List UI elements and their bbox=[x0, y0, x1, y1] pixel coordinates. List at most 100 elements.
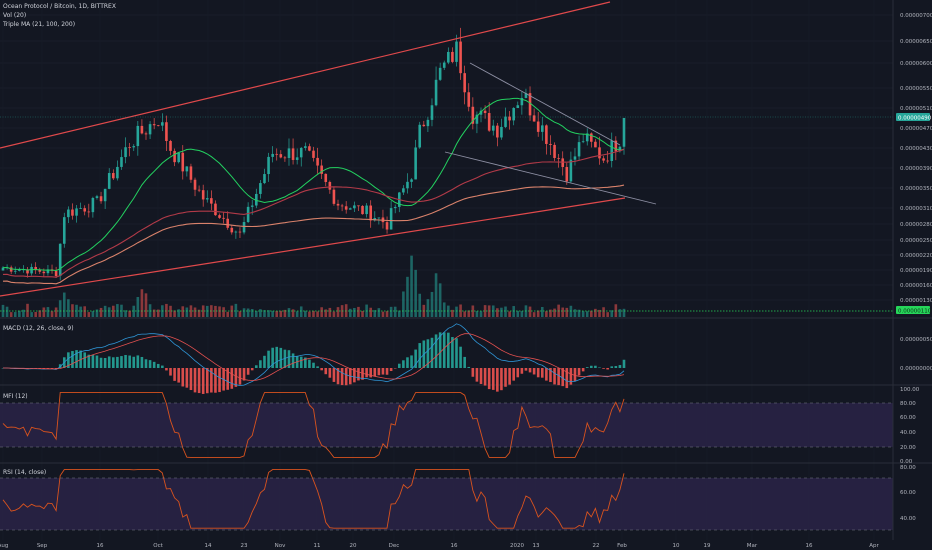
macd-histogram-bar bbox=[230, 368, 234, 389]
macd-histogram-bar bbox=[124, 354, 127, 368]
time-tick-label: 14 bbox=[205, 543, 212, 549]
macd-axis[interactable]: 0.00000050 0.00000000 bbox=[900, 337, 932, 372]
volume-bar bbox=[590, 310, 593, 317]
candle-body bbox=[369, 205, 372, 221]
rsi-axis[interactable]: 80.00 60.00 40.00 bbox=[900, 465, 916, 522]
volume-bar bbox=[594, 308, 597, 317]
candle-body bbox=[54, 270, 58, 277]
price-tick-label: 0.00000550 bbox=[900, 86, 932, 92]
volume-bar bbox=[500, 307, 503, 317]
macd-histogram-bar bbox=[496, 368, 499, 392]
price-axis[interactable]: 0.00000700 0.00000650 0.00000600 0.00000550… bbox=[900, 13, 932, 304]
volume-bar bbox=[430, 291, 434, 317]
candle-body bbox=[128, 147, 131, 149]
macd-histogram-bar bbox=[532, 368, 536, 375]
rsi-title: RSI (14, close) bbox=[3, 469, 46, 476]
macd-histogram-bar bbox=[136, 355, 140, 368]
volume-bar bbox=[357, 306, 360, 317]
volume-bar bbox=[304, 310, 307, 317]
price-tick-label: 0.00000390 bbox=[900, 166, 932, 172]
volume-bar bbox=[246, 308, 250, 317]
volume-bar bbox=[483, 305, 487, 317]
volume-bar bbox=[348, 308, 352, 317]
main-title: Ocean Protocol / Bitcoin, 1D, BITTREX bbox=[3, 3, 116, 10]
candle-body bbox=[107, 173, 111, 189]
mfi-axis[interactable]: 100.00 80.00 60.00 40.00 20.00 0.00 bbox=[900, 387, 920, 465]
volume-bar bbox=[62, 292, 66, 317]
volume-bar bbox=[132, 305, 136, 317]
macd-histogram-bar bbox=[189, 368, 193, 391]
macd-histogram-bar bbox=[414, 349, 417, 368]
volume-bar bbox=[124, 310, 127, 317]
macd-histogram-bar bbox=[234, 368, 238, 387]
candle-body bbox=[34, 266, 37, 270]
macd-histogram-bar bbox=[120, 356, 123, 368]
candle-body bbox=[263, 174, 266, 184]
candle-body bbox=[406, 181, 409, 189]
candle-body bbox=[283, 157, 287, 159]
candle-body bbox=[438, 67, 442, 80]
candle-body bbox=[581, 141, 585, 143]
volume-bar bbox=[299, 306, 303, 317]
volume-bar bbox=[598, 309, 601, 317]
volume-bar bbox=[34, 312, 37, 317]
candle-body bbox=[524, 93, 528, 98]
volume-bar bbox=[402, 291, 405, 317]
macd-histogram-bar bbox=[553, 368, 556, 385]
macd-histogram-bar bbox=[491, 368, 495, 390]
volume-bar bbox=[169, 305, 172, 317]
macd-histogram-bar bbox=[205, 368, 209, 394]
macd-histogram-bar bbox=[340, 368, 344, 386]
macd-pane bbox=[1, 323, 626, 394]
volume-bar bbox=[381, 311, 385, 317]
price-tick-label: 0.00000130 bbox=[900, 298, 932, 304]
candle-body bbox=[389, 208, 393, 230]
macd-histogram-bar bbox=[594, 365, 597, 368]
volume-bar bbox=[467, 310, 471, 317]
candle-body bbox=[291, 148, 295, 160]
macd-histogram-bar bbox=[267, 350, 270, 368]
candle-body bbox=[442, 62, 446, 68]
macd-histogram-bar bbox=[369, 368, 372, 378]
price-tick-label: 0.00000510 bbox=[900, 106, 932, 112]
candle-body bbox=[1, 267, 5, 271]
macd-histogram-bar bbox=[373, 368, 377, 377]
volume-bar bbox=[46, 307, 50, 317]
volume-bar bbox=[226, 311, 230, 317]
price-tick-label: 0.00000190 bbox=[900, 268, 932, 274]
candles bbox=[1, 27, 626, 281]
time-axis[interactable]: Aug Sep 16 Oct 14 23 Nov 11 20 Dec 16 2020 13 22 Feb 10… bbox=[0, 543, 879, 549]
macd-histogram-bar bbox=[598, 367, 601, 368]
candle-body bbox=[316, 157, 319, 166]
volume-bar bbox=[38, 310, 42, 317]
candle-body bbox=[340, 205, 344, 207]
candle-body bbox=[38, 269, 42, 272]
candle-body bbox=[496, 125, 499, 138]
wedge-lower-line bbox=[444, 151, 657, 205]
candle-body bbox=[136, 125, 140, 147]
candle-body bbox=[201, 190, 205, 200]
volume-bar bbox=[116, 304, 119, 317]
macd-histogram-bar bbox=[406, 357, 409, 368]
candle-body bbox=[13, 270, 17, 272]
volume-bar bbox=[173, 310, 176, 317]
candle-body bbox=[181, 152, 185, 172]
volume-bar bbox=[618, 309, 622, 317]
candle-body bbox=[271, 153, 274, 157]
volume-bar bbox=[5, 306, 9, 317]
macd-histogram-bar bbox=[271, 347, 274, 368]
candle-body bbox=[79, 208, 82, 209]
candle-body bbox=[532, 115, 536, 122]
macd-histogram-bar bbox=[193, 368, 197, 393]
macd-histogram-bar bbox=[459, 346, 462, 368]
candle-body bbox=[165, 122, 168, 142]
macd-histogram-bar bbox=[140, 356, 144, 368]
volume-bar bbox=[140, 289, 144, 317]
volume-bar bbox=[263, 310, 266, 317]
macd-histogram-bar bbox=[308, 359, 311, 368]
price-tick-label: 0.00000160 bbox=[900, 283, 932, 289]
volume-bar bbox=[496, 308, 499, 317]
volume-bar bbox=[504, 306, 507, 317]
